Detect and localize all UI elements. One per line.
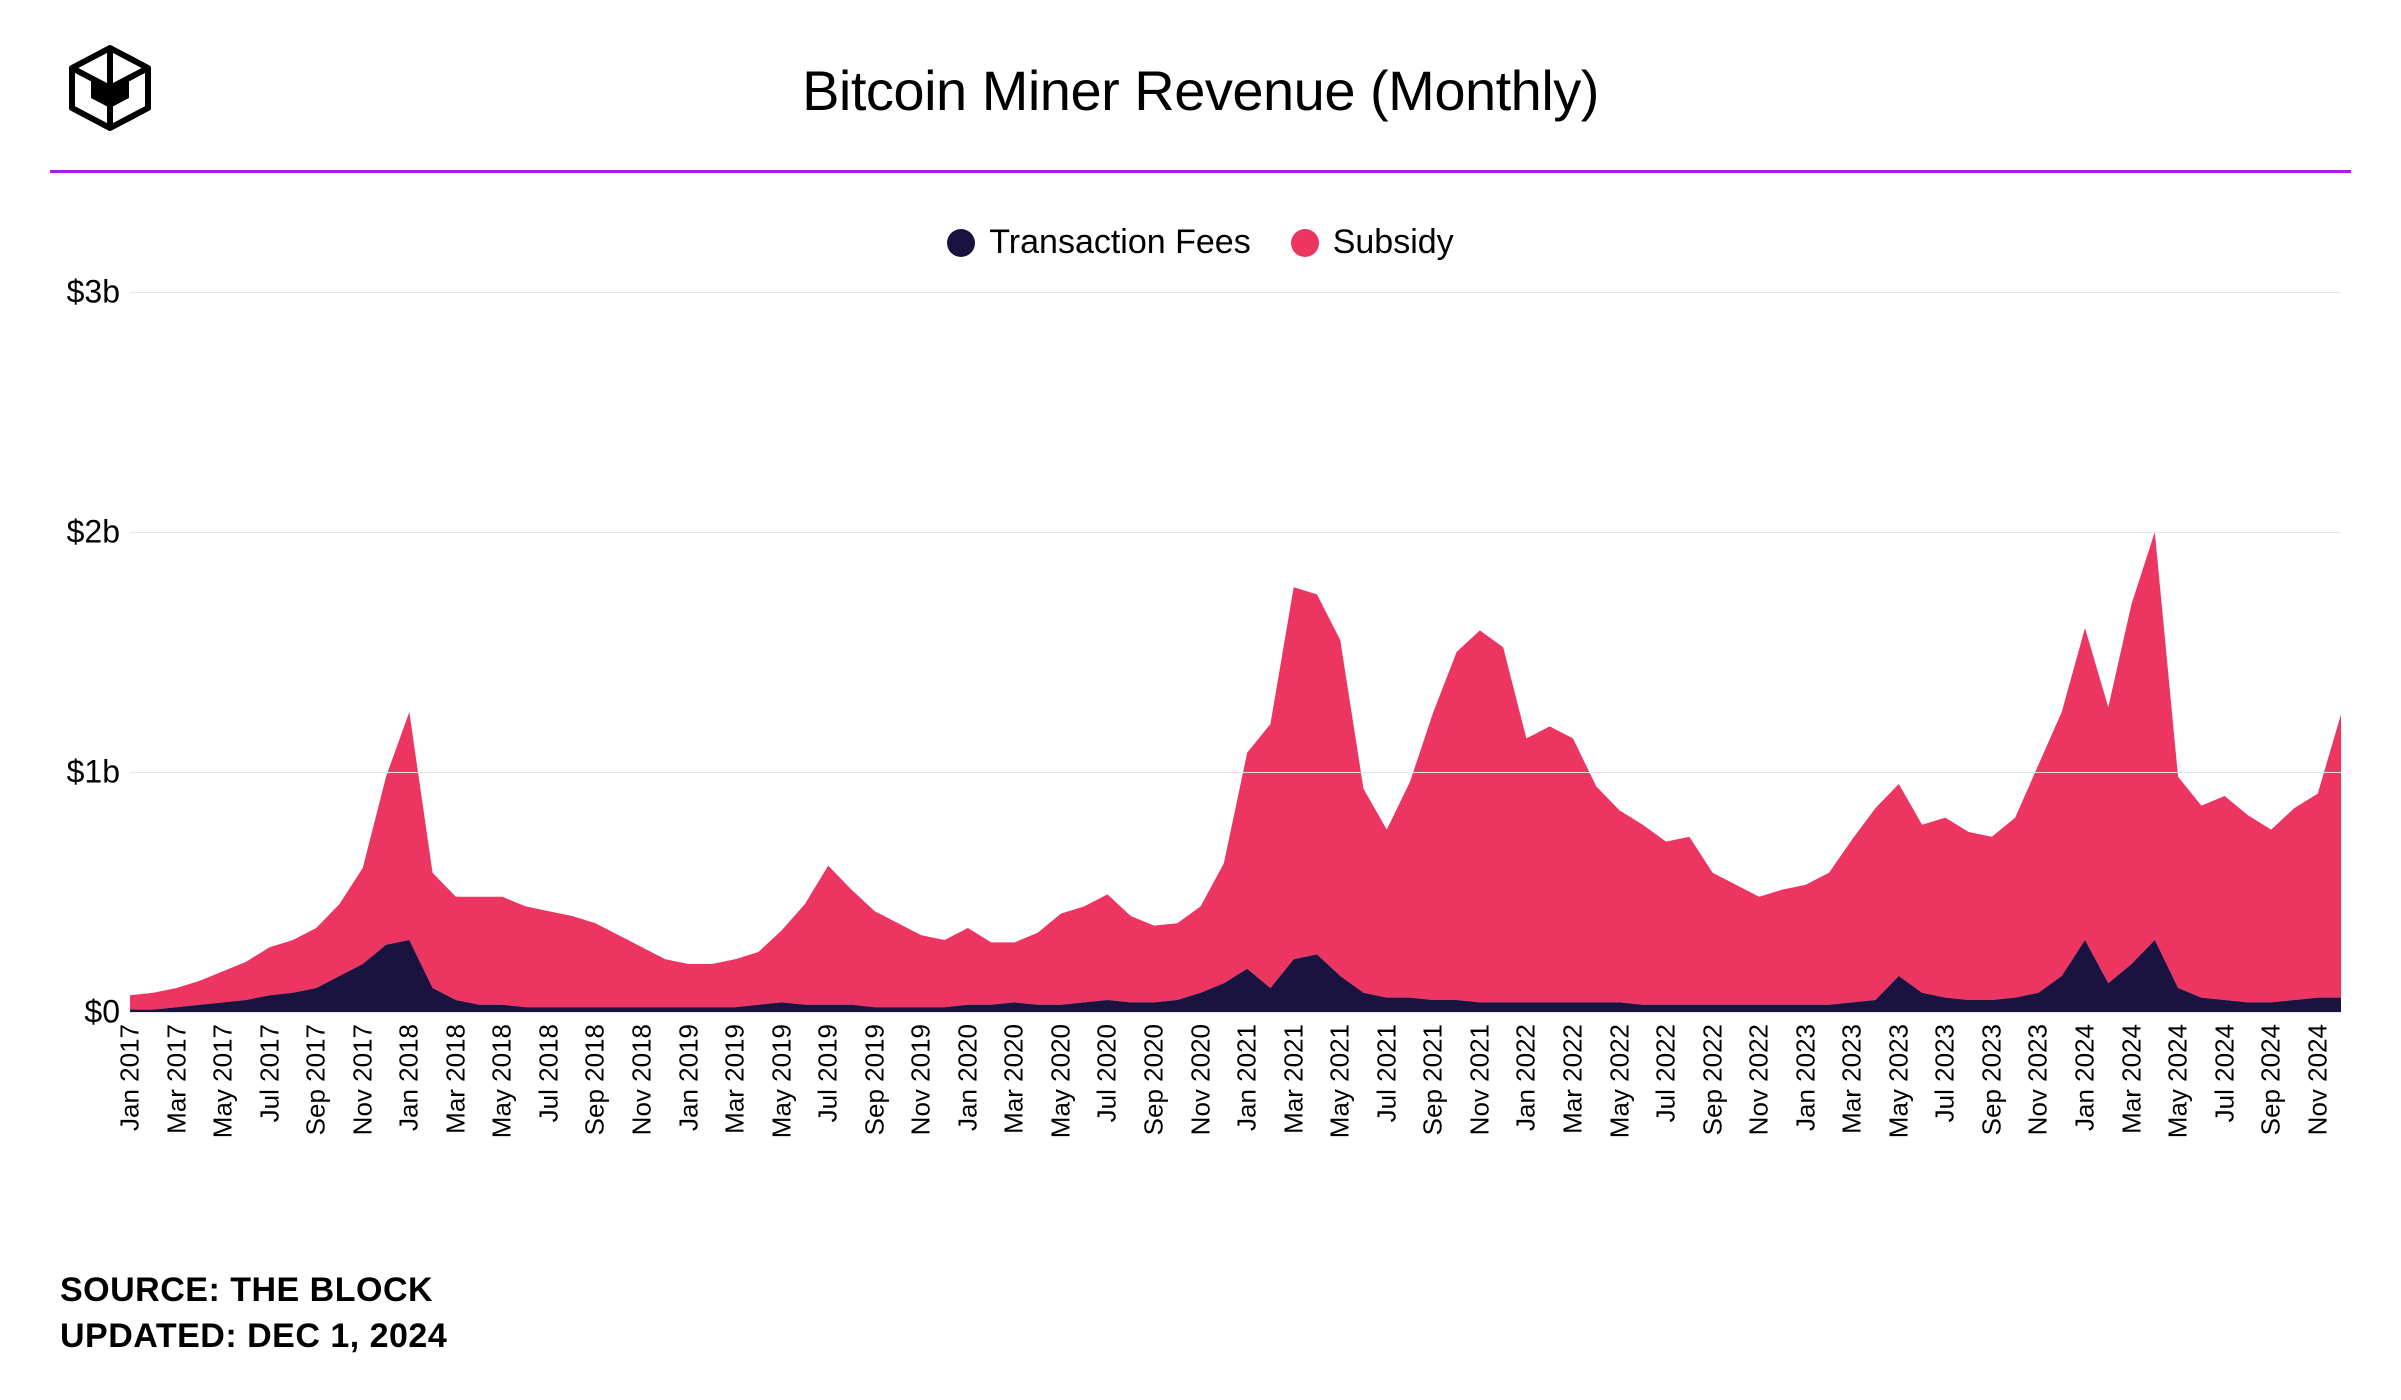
footer-source: SOURCE: THE BLOCK	[60, 1268, 447, 1314]
area-subsidy	[130, 532, 2341, 1010]
x-tick-label: Sep 2017	[301, 1024, 332, 1135]
x-tick-label: Nov 2017	[347, 1024, 378, 1135]
x-tick-label: Jan 2021	[1232, 1024, 1263, 1131]
x-tick-label: Mar 2021	[1278, 1024, 1309, 1134]
x-tick-label: Jan 2020	[952, 1024, 983, 1131]
chart-legend: Transaction Fees Subsidy	[0, 173, 2401, 292]
x-tick-label: Mar 2017	[161, 1024, 192, 1134]
legend-item: Subsidy	[1291, 223, 1454, 262]
x-tick-label: Nov 2023	[2023, 1024, 2054, 1135]
x-tick-label: May 2022	[1604, 1024, 1635, 1138]
x-tick-label: Jan 2018	[394, 1024, 425, 1131]
x-tick-label: Nov 2019	[906, 1024, 937, 1135]
x-tick-label: Sep 2019	[859, 1024, 890, 1135]
x-tick-label: Sep 2023	[1976, 1024, 2007, 1135]
x-tick-label: Jan 2024	[2069, 1024, 2100, 1131]
y-axis: $0$1b$2b$3b	[50, 292, 120, 1012]
x-tick-label: Jul 2022	[1651, 1024, 1682, 1122]
legend-dot	[1291, 229, 1319, 257]
x-tick-label: May 2024	[2163, 1024, 2194, 1138]
x-tick-label: Nov 2022	[1744, 1024, 1775, 1135]
x-tick-label: Jul 2017	[254, 1024, 285, 1122]
x-tick-label: May 2017	[208, 1024, 239, 1138]
chart-area: $0$1b$2b$3b Jan 2017Mar 2017May 2017Jul …	[130, 292, 2341, 1062]
x-tick-label: May 2021	[1325, 1024, 1356, 1138]
y-tick-label: $1b	[67, 754, 120, 791]
grid-line	[130, 292, 2341, 293]
x-tick-label: Mar 2022	[1557, 1024, 1588, 1134]
x-tick-label: Nov 2020	[1185, 1024, 1216, 1135]
x-tick-label: Sep 2024	[2256, 1024, 2287, 1135]
x-tick-label: Jan 2023	[1790, 1024, 1821, 1131]
plot-area	[130, 292, 2341, 1012]
x-tick-label: Nov 2021	[1464, 1024, 1495, 1135]
y-tick-label: $3b	[67, 274, 120, 311]
x-tick-label: May 2023	[1883, 1024, 1914, 1138]
legend-dot	[947, 229, 975, 257]
legend-label: Subsidy	[1333, 223, 1454, 262]
chart-header: Bitcoin Miner Revenue (Monthly)	[0, 0, 2401, 170]
x-tick-label: Sep 2021	[1418, 1024, 1449, 1135]
x-tick-label: Mar 2018	[440, 1024, 471, 1134]
x-tick-label: Mar 2024	[2116, 1024, 2147, 1134]
grid-line	[130, 532, 2341, 533]
footer-updated: UPDATED: DEC 1, 2024	[60, 1314, 447, 1360]
x-tick-label: Mar 2023	[1837, 1024, 1868, 1134]
x-tick-label: Jul 2021	[1371, 1024, 1402, 1122]
x-tick-label: May 2018	[487, 1024, 518, 1138]
x-tick-label: Jan 2017	[115, 1024, 146, 1131]
x-tick-label: Jul 2018	[533, 1024, 564, 1122]
legend-item: Transaction Fees	[947, 223, 1250, 262]
chart-title: Bitcoin Miner Revenue (Monthly)	[60, 58, 2341, 123]
x-tick-label: May 2019	[766, 1024, 797, 1138]
area-svg	[130, 292, 2341, 1012]
y-tick-label: $2b	[67, 514, 120, 551]
grid-line	[130, 772, 2341, 773]
x-tick-label: Sep 2022	[1697, 1024, 1728, 1135]
x-tick-label: Jul 2024	[2209, 1024, 2240, 1122]
x-tick-label: Sep 2018	[580, 1024, 611, 1135]
x-axis: Jan 2017Mar 2017May 2017Jul 2017Sep 2017…	[130, 1012, 2341, 1062]
x-tick-label: Mar 2019	[720, 1024, 751, 1134]
x-tick-label: May 2020	[1045, 1024, 1076, 1138]
x-tick-label: Jul 2023	[1930, 1024, 1961, 1122]
x-tick-label: Jul 2020	[1092, 1024, 1123, 1122]
x-tick-label: Mar 2020	[999, 1024, 1030, 1134]
chart-footer: SOURCE: THE BLOCK UPDATED: DEC 1, 2024	[60, 1268, 447, 1360]
x-tick-label: Jan 2019	[673, 1024, 704, 1131]
x-tick-label: Nov 2024	[2302, 1024, 2333, 1135]
x-tick-label: Jul 2019	[813, 1024, 844, 1122]
x-tick-label: Sep 2020	[1139, 1024, 1170, 1135]
x-tick-label: Nov 2018	[627, 1024, 658, 1135]
x-tick-label: Jan 2022	[1511, 1024, 1542, 1131]
legend-label: Transaction Fees	[989, 223, 1250, 262]
